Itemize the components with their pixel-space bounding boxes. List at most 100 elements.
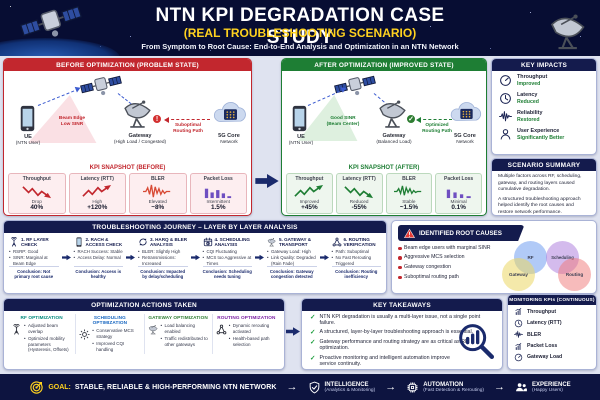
kpi-label: Packet Loss <box>203 176 233 182</box>
troubleshooting-journey-panel: TROUBLESHOOTING JOURNEY – LAYER BY LAYER… <box>3 220 387 294</box>
opt-col-title: SCHEDULING OPTIMIZATION <box>92 315 128 325</box>
core-label-main: 5G Core <box>454 133 476 139</box>
trend-down-icon <box>22 186 51 199</box>
gateway-dish-icon <box>122 97 155 130</box>
routing-note-line2: Routing Path <box>173 129 203 135</box>
check-icon: ✓ <box>310 329 316 337</box>
journey-steps: 1. RF LAYER CHECK RSRP: Good SINR: Margi… <box>4 233 386 283</box>
step-arrow <box>255 254 264 261</box>
opt-bullet: Adjusted beam overlap <box>24 323 72 335</box>
footer-item-title: AUTOMATION <box>423 381 464 388</box>
step-bullet: CQI Fluctuating <box>203 249 253 255</box>
impact-value: Reduced <box>517 98 539 105</box>
before-to-after-arrow <box>255 174 279 188</box>
routing-note-line1: Optimized <box>425 123 449 128</box>
kpi-value: 0.1% <box>451 204 466 211</box>
kpi-label: BLER <box>150 176 165 182</box>
monitoring-row-bler: BLER <box>508 328 596 339</box>
antenna-icon <box>9 237 19 247</box>
monitoring-label: BLER <box>527 331 542 338</box>
kpi-status: High <box>92 199 103 204</box>
step-arrow <box>62 254 71 261</box>
footer-arrow: → <box>385 381 397 393</box>
step-bullet: MCS too Aggressive at Times <box>203 255 253 266</box>
journey-step-2-rach-access: 2. RACH & ACCESS CHECK RACH Success: Sta… <box>72 236 126 280</box>
step-conclusion: Conclusion: Gateway congestion detected <box>267 266 317 279</box>
ue-phone-icon <box>291 105 308 132</box>
footer-goal: GOAL: STABLE, RELIABLE & HIGH-PERFORMING… <box>29 380 276 395</box>
satellite-dish-icon <box>148 324 159 335</box>
phone-icon <box>74 237 84 247</box>
impact-row-latency: Latency Reduced <box>492 89 596 107</box>
gateway-label: Gateway (Balanced Load) <box>358 133 430 146</box>
ue-label-main: UE <box>297 134 305 140</box>
optimization-actions-panel: OPTIMIZATION ACTIONS TAKEN RF OPTIMIZATI… <box>3 298 285 370</box>
step-conclusion: Conclusion: Access is healthy <box>73 266 123 279</box>
takeaway-row: ✓ NTN KPI degradation is usually a multi… <box>302 311 502 327</box>
optimization-columns: RF OPTIMIZATION Adjusted beam overlap Op… <box>4 311 284 357</box>
step-bullet: RACH Success: Stable <box>74 249 124 255</box>
kpi-value: 40% <box>30 204 44 211</box>
step-title: 1. RF LAYER CHECK <box>21 237 49 248</box>
kpi-label: Throughput <box>22 176 51 182</box>
takeaway-text: NTN KPI degradation is usually a multi-l… <box>319 313 481 327</box>
ue-label-sub: (NTN User) <box>15 140 41 146</box>
kpi-tile-bler: BLER Elevated ~8% <box>129 173 187 214</box>
opt-col-rf: RF OPTIMIZATION Adjusted beam overlap Op… <box>8 314 77 355</box>
core-label: 5G Core Network <box>205 133 251 146</box>
ue-label: UE (NTN User) <box>6 134 50 147</box>
beam-note: Good SINR (Beam Center) <box>320 116 366 128</box>
gauge-icon <box>499 74 512 87</box>
root-cause-item: Beam edge users with marginal SINR <box>392 245 596 251</box>
step-bullet: RSRP: Good <box>9 249 59 255</box>
before-network-diagram: UE (NTN User) Beam Edge Low SINR ! Gatew… <box>4 71 251 163</box>
root-causes-venn-diagram: RF Scheduling Gateway Routing <box>500 241 592 291</box>
impact-row-throughput: Throughput Improved <box>492 71 596 89</box>
venn-circle-routing: Routing <box>558 258 591 291</box>
step-bullet: Link Quality: Degraded (Rain Fade) <box>267 255 317 266</box>
footer-item-sub: (Analytics & Monitoring) <box>324 387 376 393</box>
footer-item-title: INTELLIGENCE <box>324 381 369 388</box>
goal-text: STABLE, RELIABLE & HIGH-PERFORMING NTN N… <box>74 383 277 391</box>
step-bullet: Access Delay: Normal <box>74 255 124 261</box>
step-conclusion: Conclusion: Routing inefficiency <box>331 266 381 279</box>
routing-note: Optimized Routing Path <box>416 123 458 135</box>
root-causes-panel: IDENTIFIED ROOT CAUSES Beam edge users w… <box>391 220 597 294</box>
root-causes-title: IDENTIFIED ROOT CAUSES <box>419 229 502 237</box>
impact-row-reliability: Reliability Restored <box>492 107 596 125</box>
opt-col-routing: ROUTING OPTIMIZATION Dynamic rerouting a… <box>213 314 280 354</box>
satellite-icon <box>78 68 124 100</box>
clock-icon <box>514 319 523 328</box>
core-label: 5G Core Network <box>442 133 486 146</box>
beam-note-line1: Beam Edge <box>58 116 86 121</box>
monitoring-row-latency: Latency (RTT) <box>508 316 596 327</box>
footer-automation: AUTOMATION (Fast Detection & Rerouting) <box>406 381 484 394</box>
scenario-summary-title: SCENARIO SUMMARY <box>492 159 596 171</box>
key-impacts-title: KEY IMPACTS <box>492 59 596 71</box>
kpi-tile-latency: Latency (RTT) High +120% <box>68 173 126 214</box>
takeaway-text: A structured, layer-by-layer troubleshoo… <box>319 329 474 336</box>
step-arrow <box>126 254 135 261</box>
header-banner: NTN KPI DEGRADATION CASE STUDY (REAL TRO… <box>0 0 600 56</box>
trend-up-icon <box>294 184 324 197</box>
kpi-value: ~8% <box>151 204 165 211</box>
kpi-label: Latency (RTT) <box>80 176 114 182</box>
gateway-label-sub: (Balanced Load) <box>376 139 412 145</box>
step-title: 3. HARQ & BLER ANALYSIS <box>150 237 188 248</box>
beam-note-line2: Low SINR <box>60 122 84 128</box>
trend-up-icon <box>82 184 112 197</box>
footer-experience: EXPERIENCE (Happy Users) <box>515 381 571 394</box>
ue-label: UE (NTN User) <box>282 134 323 147</box>
step-arrow <box>320 254 329 261</box>
beam-note-line1: Good SINR <box>330 116 356 121</box>
root-cause-item: Gateway congestion <box>392 264 596 270</box>
page-title: NTN KPI DEGRADATION CASE STUDY <box>155 5 445 48</box>
target-icon <box>29 380 44 395</box>
core-cloud-icon <box>448 98 485 126</box>
kpi-tile-throughput: Throughput Drop 40% <box>8 173 66 214</box>
kpi-tile-bler: BLER Stable ~1.5% <box>385 173 433 214</box>
journey-step-3-harq-bler: 3. HARQ & BLER ANALYSIS BLER: Slightly H… <box>136 236 190 280</box>
impact-label: User Experience <box>517 128 560 135</box>
check-icon: ✓ <box>310 354 316 362</box>
check-icon: ✓ <box>310 338 316 346</box>
